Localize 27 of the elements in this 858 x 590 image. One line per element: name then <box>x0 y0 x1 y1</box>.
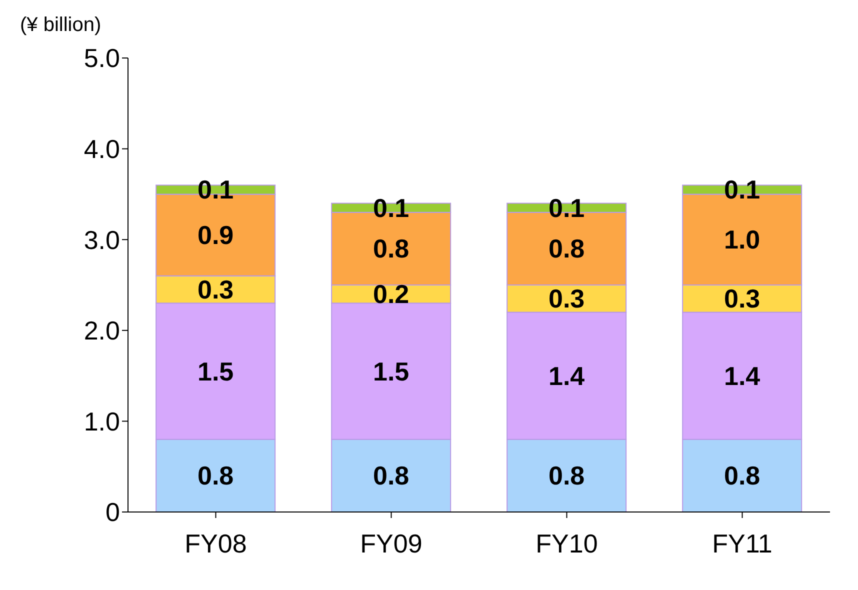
y-tick-label: 2.0 <box>84 316 120 346</box>
x-tick-label: FY08 <box>184 528 247 558</box>
data-label: 0.3 <box>198 274 234 305</box>
data-label: 1.0 <box>724 224 760 255</box>
data-label: 0.9 <box>198 220 234 250</box>
data-label: 0.8 <box>373 460 410 491</box>
data-label: 0.8 <box>373 234 410 264</box>
data-label: 0.8 <box>548 234 585 264</box>
data-label: 1.4 <box>548 360 586 391</box>
data-label: 1.5 <box>373 356 410 386</box>
y-tick-label: 3.0 <box>84 224 120 255</box>
y-tick-label: 0 <box>106 497 120 528</box>
y-tick-label: 5.0 <box>84 43 120 74</box>
data-label: 0.2 <box>373 279 410 310</box>
data-label: 0.8 <box>724 460 760 491</box>
data-label: 0.3 <box>724 284 760 314</box>
data-label: 1.5 <box>198 356 234 386</box>
x-tick-label: FY10 <box>536 528 598 558</box>
y-tick-label: 1.0 <box>84 406 120 436</box>
x-tick-label: FY11 <box>712 528 772 558</box>
data-label: 1.4 <box>724 360 761 391</box>
data-label: 0.8 <box>198 460 234 491</box>
data-label: 0.3 <box>548 284 585 314</box>
y-axis-title: (¥ billion) <box>20 14 102 37</box>
x-tick-label: FY09 <box>360 528 422 558</box>
y-tick-label: 4.0 <box>84 134 120 164</box>
data-label: 0.8 <box>548 460 585 491</box>
